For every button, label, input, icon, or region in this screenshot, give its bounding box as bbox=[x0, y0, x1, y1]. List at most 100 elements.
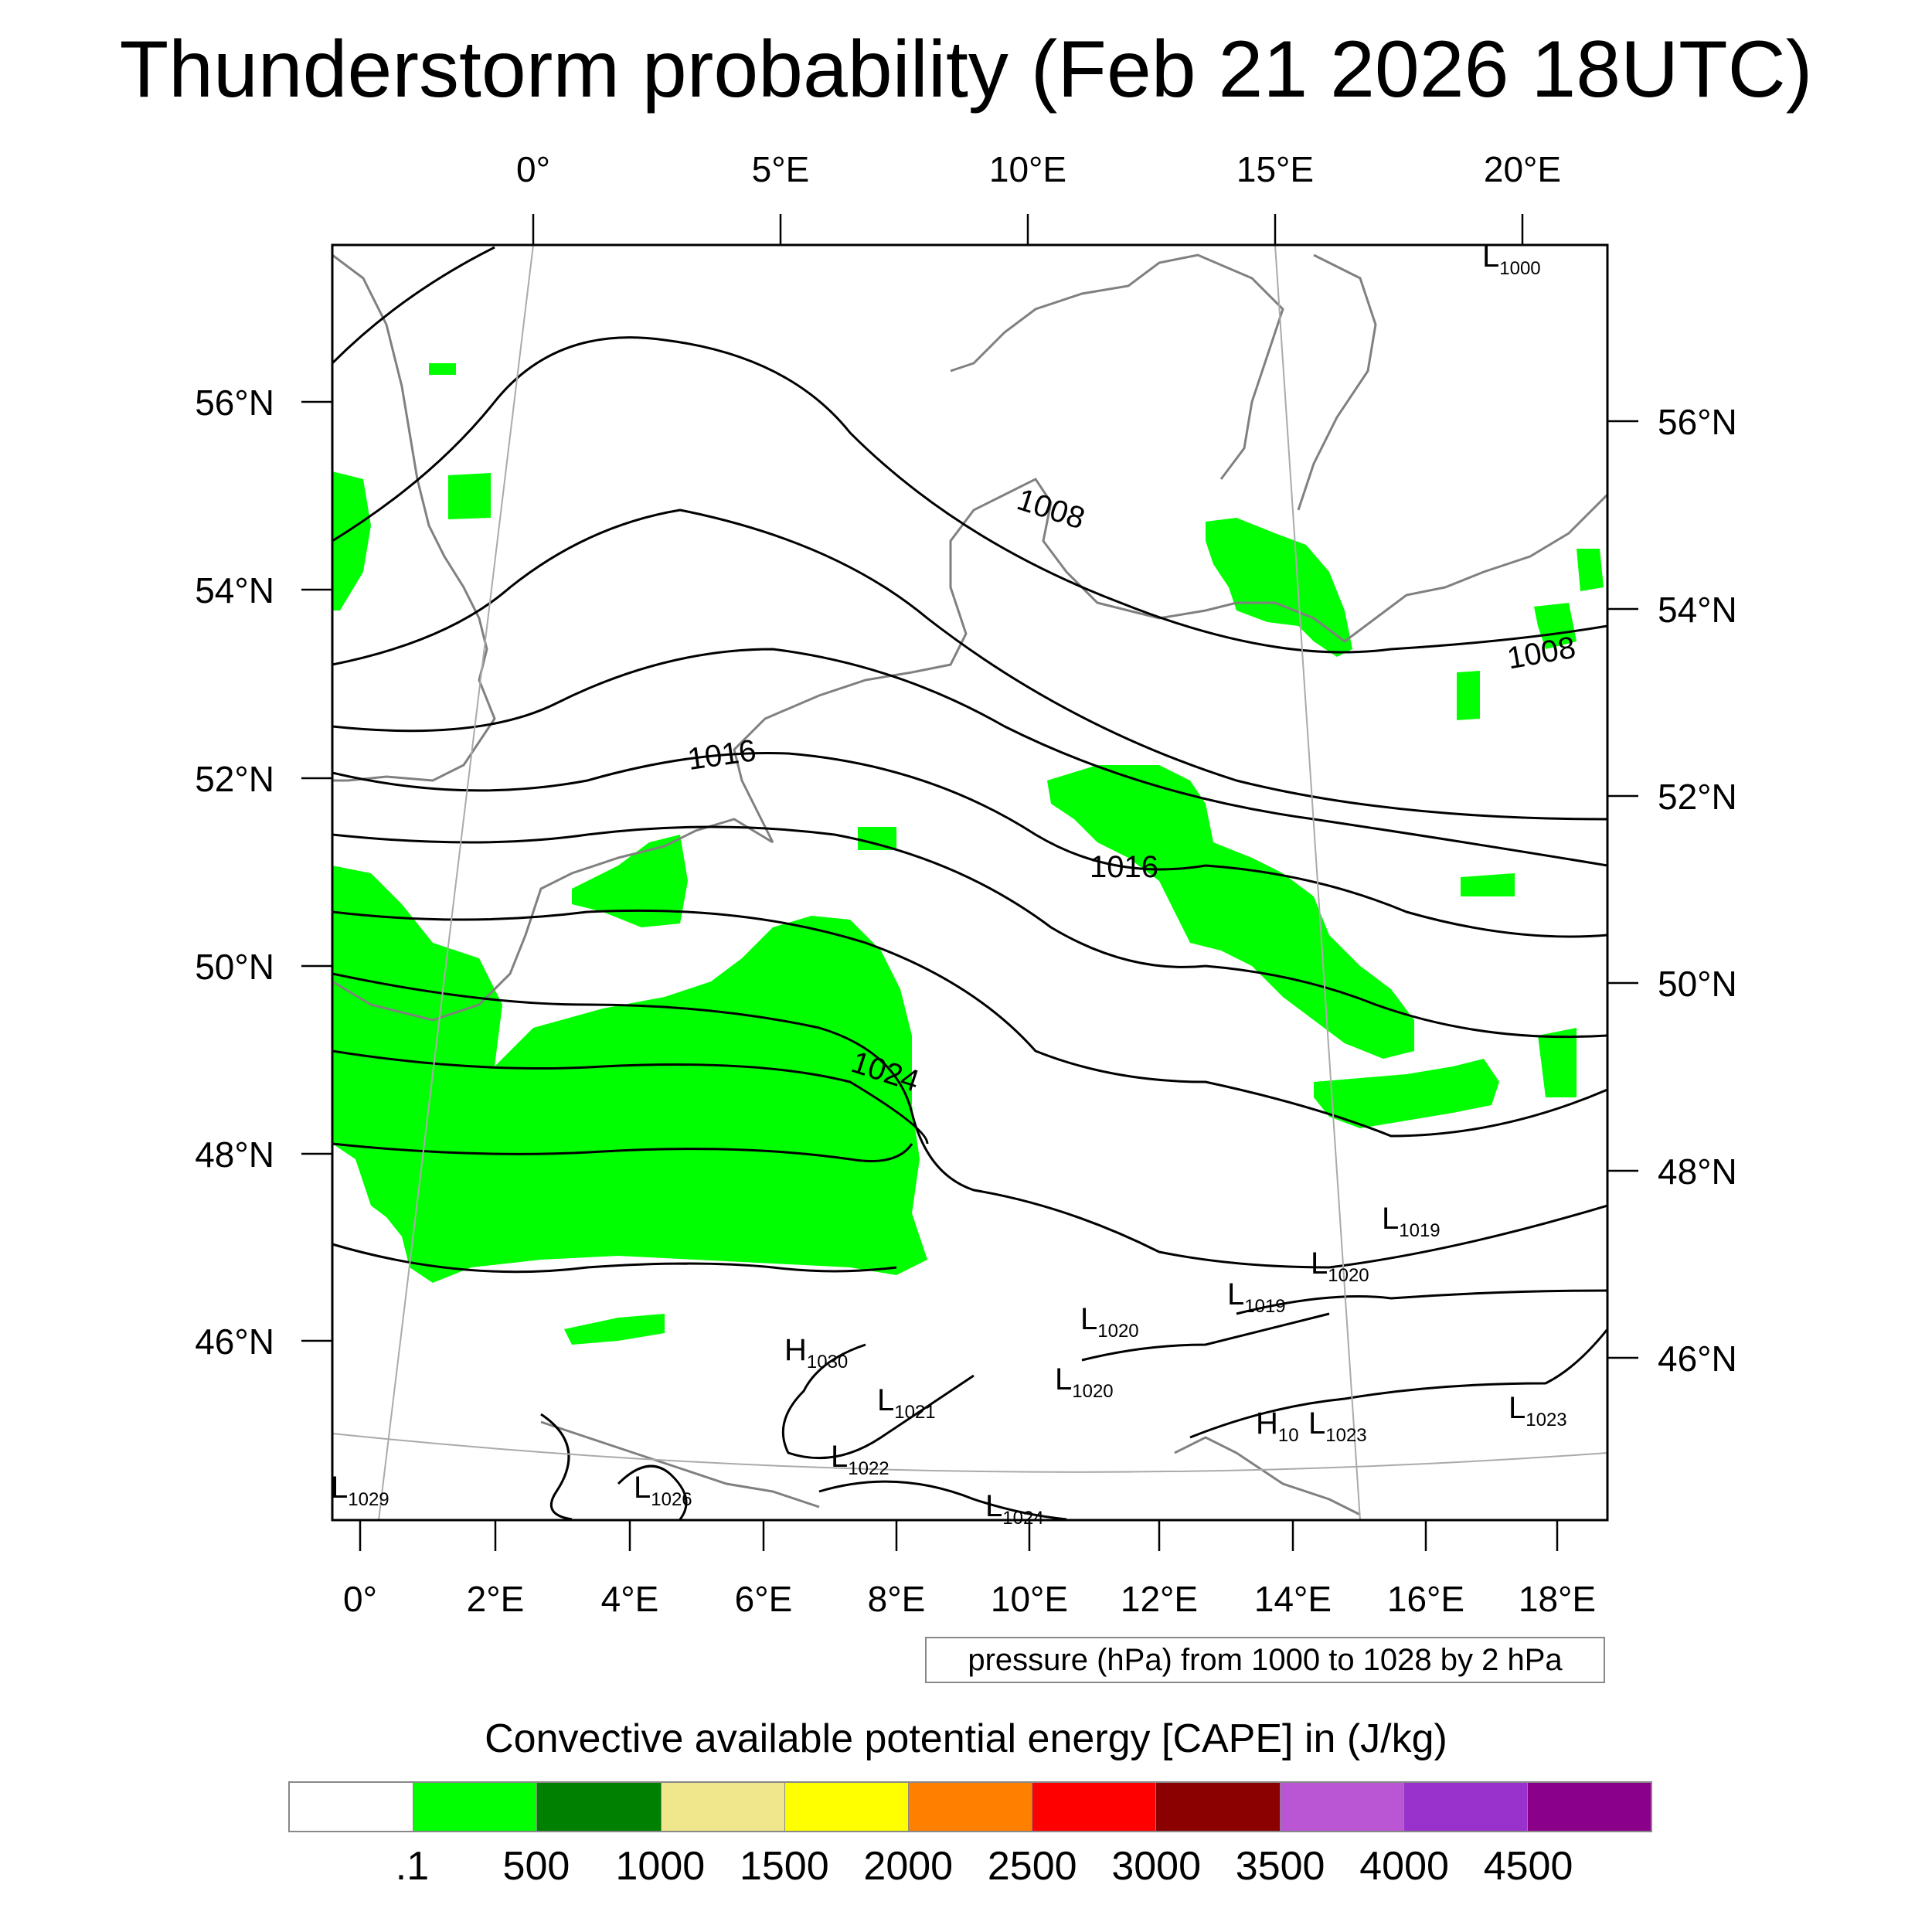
isobar-label: 1016 bbox=[1090, 850, 1158, 884]
colorbar-label: 3000 bbox=[1111, 1844, 1202, 1889]
isobar-3 bbox=[332, 509, 1607, 821]
top-lon-labels: 0° 5°E 10°E 15°E 20°E bbox=[516, 149, 1561, 189]
graticule-meridian-0 bbox=[378, 245, 534, 1520]
isobar-label: 1008 bbox=[1013, 482, 1089, 536]
contour-info-box: pressure (hPa) from 1000 to 1028 by 2 hP… bbox=[925, 1637, 1605, 1683]
colorbar-label: 2500 bbox=[987, 1844, 1077, 1889]
coastline-layer bbox=[332, 253, 1607, 1516]
bottom-lon-label: 10°E bbox=[991, 1579, 1068, 1619]
isobar-label: 1008 bbox=[1505, 631, 1578, 676]
pressure-center-low: L1029 bbox=[331, 1471, 389, 1510]
pressure-center-high: H1030 bbox=[784, 1333, 848, 1372]
cape-area-small-2 bbox=[429, 363, 456, 375]
left-lat-labels: 56°N 54°N 52°N 50°N 48°N 46°N bbox=[195, 383, 274, 1362]
isobar-17 bbox=[1189, 1328, 1607, 1439]
pressure-center-low: L1021 bbox=[877, 1383, 936, 1423]
left-lat-label: 56°N bbox=[195, 383, 274, 423]
colorbar-title: Convective available potential energy [C… bbox=[485, 1716, 1447, 1761]
right-lat-label: 46°N bbox=[1658, 1338, 1737, 1379]
coastline-sweden bbox=[1297, 253, 1377, 511]
bottom-lon-label: 14°E bbox=[1254, 1579, 1332, 1619]
pressure-centers: L1000 L1019 L1020 L1019 L1020 H1030 L102… bbox=[331, 240, 1567, 1529]
top-lon-label: 20°E bbox=[1484, 149, 1561, 189]
cape-area-baltic bbox=[1206, 518, 1352, 657]
isobar-6 bbox=[332, 825, 1607, 1039]
coastline-continent bbox=[733, 478, 1607, 843]
colorbar-labels: .1 500 1000 1500 2000 2500 3000 3500 4000 4500 bbox=[288, 1843, 1652, 1889]
left-lat-label: 52°N bbox=[195, 759, 274, 799]
right-lat-label: 54°N bbox=[1658, 590, 1737, 630]
right-lat-labels: 56°N 54°N 52°N 50°N 48°N 46°N bbox=[1658, 402, 1737, 1379]
pressure-center-low: L1024 bbox=[985, 1489, 1044, 1529]
isobar-9 bbox=[332, 1049, 929, 1145]
pressure-center-low: L1020 bbox=[1080, 1302, 1139, 1342]
cape-area-east-5 bbox=[1461, 873, 1515, 896]
isobar-4 bbox=[332, 648, 1607, 867]
pressure-center-low: L1026 bbox=[634, 1471, 692, 1510]
colorbar-label: 2000 bbox=[863, 1844, 954, 1889]
colorbar-swatch bbox=[1527, 1783, 1651, 1831]
pressure-center-low: L1023 bbox=[1308, 1406, 1367, 1446]
cape-area-small-1 bbox=[448, 473, 491, 519]
bottom-lon-labels: 0° 2°E 4°E 6°E 8°E 10°E 12°E 14°E 16°E 1… bbox=[343, 1579, 1596, 1619]
pressure-center-low: L1022 bbox=[831, 1440, 889, 1479]
colorbar-swatch bbox=[290, 1783, 414, 1831]
bottom-lon-label: 12°E bbox=[1121, 1579, 1198, 1619]
cape-fill-layer bbox=[332, 363, 1604, 1345]
isobar-layer bbox=[332, 246, 1607, 1520]
colorbar-label: .1 bbox=[395, 1844, 430, 1889]
left-lat-label: 48°N bbox=[195, 1134, 274, 1175]
colorbar-label: 4000 bbox=[1359, 1844, 1449, 1889]
right-lat-label: 52°N bbox=[1658, 777, 1737, 817]
colorbar-label: 1500 bbox=[739, 1844, 829, 1889]
isobar-12 bbox=[1236, 1289, 1607, 1315]
left-lat-label: 54°N bbox=[195, 570, 274, 611]
colorbar-label: 1000 bbox=[615, 1844, 706, 1889]
isobar-5 bbox=[332, 751, 1607, 938]
coastline-mediterranean bbox=[540, 1420, 820, 1509]
right-lat-label: 56°N bbox=[1658, 402, 1737, 442]
bottom-lon-label: 2°E bbox=[467, 1579, 525, 1619]
bottom-lon-label: 16°E bbox=[1387, 1579, 1464, 1619]
isobar-18 bbox=[617, 1464, 688, 1520]
plot-frame bbox=[331, 243, 1609, 1522]
bottom-lon-label: 18°E bbox=[1519, 1579, 1596, 1619]
isobar-10 bbox=[332, 1142, 913, 1162]
right-lat-label: 48°N bbox=[1658, 1151, 1737, 1192]
pressure-center-low: L1019 bbox=[1227, 1277, 1286, 1317]
cape-area-main bbox=[332, 866, 927, 1283]
graticule-layer bbox=[332, 245, 1607, 1520]
colorbar-swatch bbox=[784, 1783, 909, 1831]
cape-area-benelux bbox=[572, 835, 688, 927]
graticule-meridian-15e bbox=[1274, 245, 1361, 1520]
isobar-14 bbox=[1081, 1312, 1330, 1362]
top-lon-label: 15°E bbox=[1236, 149, 1314, 189]
pressure-center-low: L1020 bbox=[1055, 1362, 1114, 1402]
bottom-lon-label: 6°E bbox=[735, 1579, 793, 1619]
isobar-2 bbox=[332, 336, 1607, 654]
left-lat-label: 50°N bbox=[195, 947, 274, 987]
coastline-scandinavia bbox=[950, 253, 1284, 480]
cape-area-east-1 bbox=[1457, 671, 1480, 720]
colorbar-label: 3500 bbox=[1235, 1844, 1325, 1889]
tick-marks bbox=[301, 214, 1638, 1551]
colorbar-swatch bbox=[908, 1783, 1033, 1831]
isobar-15 bbox=[540, 1413, 573, 1520]
isobar-13 bbox=[781, 1343, 975, 1460]
cape-area-east-4 bbox=[1538, 1028, 1577, 1097]
cape-area-germany-east bbox=[1047, 765, 1414, 1059]
isobar-1 bbox=[332, 246, 495, 365]
isobar-label: 1016 bbox=[685, 733, 758, 777]
colorbar bbox=[288, 1781, 1652, 1832]
bottom-lon-label: 0° bbox=[343, 1579, 377, 1619]
top-lon-label: 5°E bbox=[752, 149, 810, 189]
cape-area-west-coast bbox=[332, 471, 371, 611]
cape-area-alps-south bbox=[564, 1314, 665, 1345]
coastline-britain bbox=[332, 253, 496, 782]
colorbar-swatch bbox=[1403, 1783, 1528, 1831]
top-lon-label: 0° bbox=[516, 149, 550, 189]
left-lat-label: 46°N bbox=[195, 1321, 274, 1362]
colorbar-swatch bbox=[1280, 1783, 1404, 1831]
right-lat-label: 50°N bbox=[1658, 964, 1737, 1004]
